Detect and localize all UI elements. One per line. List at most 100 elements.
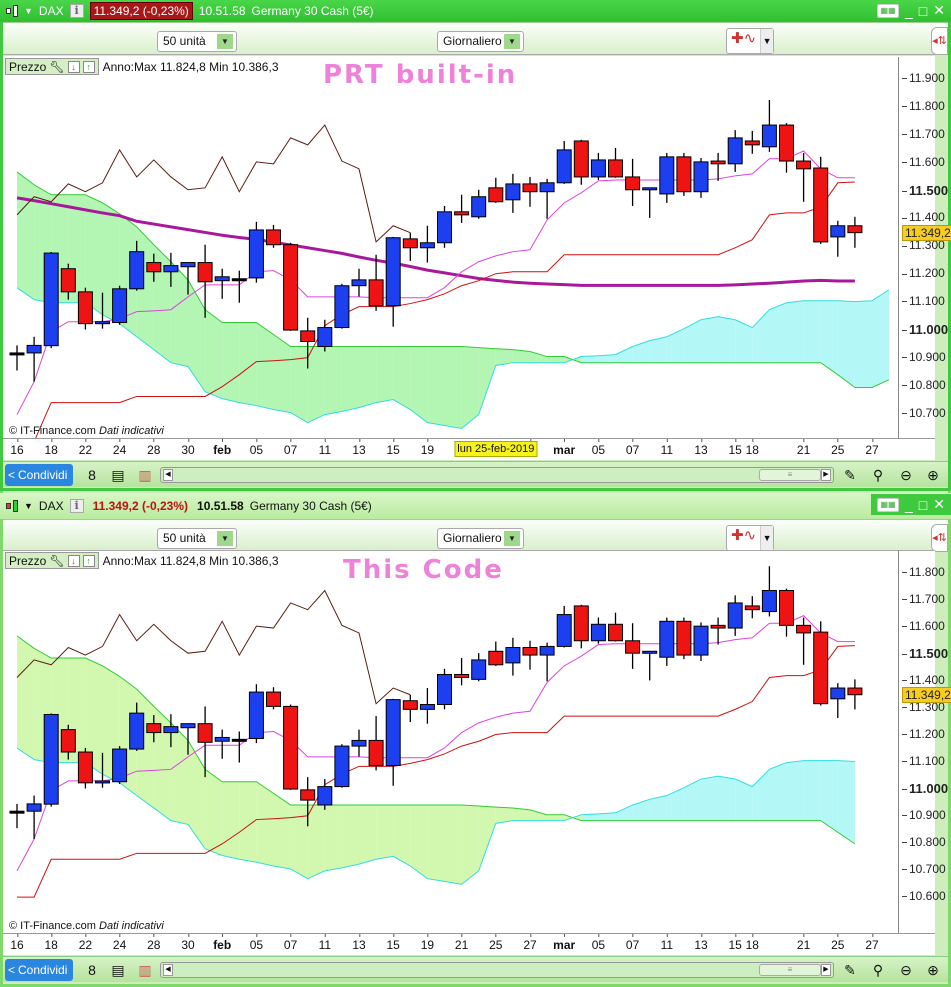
ichimoku-cloud-segment xyxy=(256,781,274,867)
keyboard-icon[interactable]: ▦▦ xyxy=(877,3,899,18)
scroll-right-icon[interactable]: ▶ xyxy=(821,469,831,481)
date-axis: lun 25-feb-2019 16 18 22 24 28 30 feb 05 07 11 13 1… xyxy=(3,438,935,460)
ichimoku-cloud-segment xyxy=(769,302,787,363)
arrow-down-icon[interactable]: ↓ xyxy=(67,60,80,73)
zoom-fit-icon[interactable]: ⚲ xyxy=(872,467,884,483)
candle-body xyxy=(522,183,538,193)
chevron-down-icon[interactable]: ▼ xyxy=(217,531,233,546)
y-tick-label: 11.200 xyxy=(902,727,945,741)
ichimoku-cloud-segment xyxy=(461,346,479,429)
bricks-icon[interactable]: ▥ xyxy=(138,467,152,483)
zoom-in-icon[interactable]: ⊕ xyxy=(927,467,939,483)
minimize-icon[interactable]: _ xyxy=(905,2,913,19)
units-select[interactable]: 50 unità ▼ xyxy=(157,528,237,549)
candle-body xyxy=(813,167,829,243)
price-chart[interactable] xyxy=(3,550,899,933)
notes-icon[interactable]: ▤ xyxy=(111,962,125,978)
x-tick-label: 30 xyxy=(181,439,195,457)
scroll-right-icon[interactable]: ▶ xyxy=(821,964,831,976)
price-chart[interactable] xyxy=(3,57,899,438)
notes-icon[interactable]: ▤ xyxy=(111,467,125,483)
minimize-icon[interactable]: _ xyxy=(905,496,913,513)
y-tick-label: 11.900 xyxy=(902,71,945,85)
arrow-up-icon[interactable]: ↑ xyxy=(82,554,95,567)
scroll-thumb[interactable]: ≡ xyxy=(759,964,821,976)
year-range: Anno:Max 11.824,8 Min 10.386,3 xyxy=(102,59,279,74)
info-icon[interactable]: i xyxy=(69,4,84,18)
symbol-label[interactable]: DAX xyxy=(38,4,64,18)
chevron-down-icon[interactable]: ▼ xyxy=(760,29,773,53)
candlestick-icon[interactable] xyxy=(6,5,18,17)
share-button[interactable]: < Condividi xyxy=(5,959,73,981)
candle-body xyxy=(761,590,777,613)
period-select[interactable]: Giornaliero ▼ xyxy=(437,31,524,52)
candle-body xyxy=(334,745,350,788)
chevron-down-icon[interactable]: ▼ xyxy=(217,34,233,49)
tenkan-sen-line xyxy=(16,150,855,415)
side-panel-toggle-icon[interactable]: ◂⇅ xyxy=(931,524,948,552)
candlestick-icon[interactable] xyxy=(6,500,18,512)
close-icon[interactable]: ✕ xyxy=(933,496,945,512)
zoom-fit-icon[interactable]: ⚲ xyxy=(872,962,884,978)
zoom-in-icon[interactable]: ⊕ xyxy=(927,962,939,978)
ichimoku-cloud-segment xyxy=(153,244,171,363)
link-icon[interactable]: 8 xyxy=(88,467,96,483)
candle-body xyxy=(26,344,42,354)
candle-body xyxy=(676,156,692,193)
symbol-label[interactable]: DAX xyxy=(38,499,64,513)
add-indicator-button[interactable]: ✚∿ ▼ xyxy=(726,525,774,551)
candle-body xyxy=(693,625,709,656)
units-select[interactable]: 50 unità ▼ xyxy=(157,31,237,52)
info-icon[interactable]: i xyxy=(69,499,84,513)
x-tick-label: feb xyxy=(213,934,232,952)
candle-body xyxy=(180,723,196,729)
keyboard-icon[interactable]: ▦▦ xyxy=(877,497,899,512)
ichimoku-cloud-segment xyxy=(649,795,667,821)
x-tick-label: 28 xyxy=(147,439,161,457)
senkou-span-a-line xyxy=(16,171,890,389)
wrench-icon[interactable]: 🔧︎ xyxy=(49,59,65,74)
candle-body xyxy=(779,590,794,626)
chevron-down-icon[interactable]: ▼ xyxy=(760,526,773,550)
arrow-down-icon[interactable]: ↓ xyxy=(67,554,80,567)
copyright: © IT-Finance.com Dati indicativi xyxy=(9,425,164,437)
ichimoku-cloud-segment xyxy=(701,316,719,363)
scroll-left-icon[interactable]: ◀ xyxy=(163,964,173,976)
y-tick-label: 11.300 xyxy=(902,700,945,714)
scroll-thumb[interactable]: ≡ xyxy=(759,469,821,481)
candle-body xyxy=(146,723,162,734)
chevron-down-icon[interactable]: ▼ xyxy=(504,34,520,49)
candle-body xyxy=(437,674,452,705)
period-select[interactable]: Giornaliero ▼ xyxy=(437,528,524,549)
scroll-left-icon[interactable]: ◀ xyxy=(163,469,173,481)
candle-body xyxy=(129,712,145,750)
period-select-value: Giornaliero xyxy=(443,531,502,545)
share-button[interactable]: < Condividi xyxy=(5,464,73,486)
horizontal-scrollbar[interactable]: ◀ ≡ ▶ xyxy=(160,962,834,978)
kijun-sen-line xyxy=(35,181,855,438)
ichimoku-cloud-segment xyxy=(820,300,838,375)
add-indicator-button[interactable]: ✚∿ ▼ xyxy=(726,28,774,54)
arrow-up-icon[interactable]: ↑ xyxy=(82,60,95,73)
zoom-out-icon[interactable]: ⊖ xyxy=(900,962,912,978)
chevron-down-icon[interactable]: ▼ xyxy=(504,531,520,546)
candle-body xyxy=(9,352,25,356)
x-tick-label: 30 xyxy=(181,934,195,952)
zoom-out-icon[interactable]: ⊖ xyxy=(900,467,912,483)
maximize-icon[interactable]: □ xyxy=(918,2,928,19)
side-panel-toggle-icon[interactable]: ◂⇅ xyxy=(931,27,948,55)
bricks-icon[interactable]: ▥ xyxy=(138,962,152,978)
x-tick-label: 15 xyxy=(386,934,400,952)
x-tick-label: 18 xyxy=(745,439,759,457)
drawing-tool-icon[interactable]: ✎ xyxy=(844,467,856,483)
maximize-icon[interactable]: □ xyxy=(918,496,928,513)
drawing-tool-icon[interactable]: ✎ xyxy=(844,962,856,978)
ichimoku-cloud-segment xyxy=(683,779,701,821)
ichimoku-cloud-segment xyxy=(598,354,616,363)
dropdown-arrow-icon[interactable]: ▼ xyxy=(24,6,33,16)
wrench-icon[interactable]: 🔧︎ xyxy=(49,553,65,568)
dropdown-arrow-icon[interactable]: ▼ xyxy=(24,501,33,511)
link-icon[interactable]: 8 xyxy=(88,962,96,978)
horizontal-scrollbar[interactable]: ◀ ≡ ▶ xyxy=(160,467,834,483)
close-icon[interactable]: ✕ xyxy=(933,2,945,18)
